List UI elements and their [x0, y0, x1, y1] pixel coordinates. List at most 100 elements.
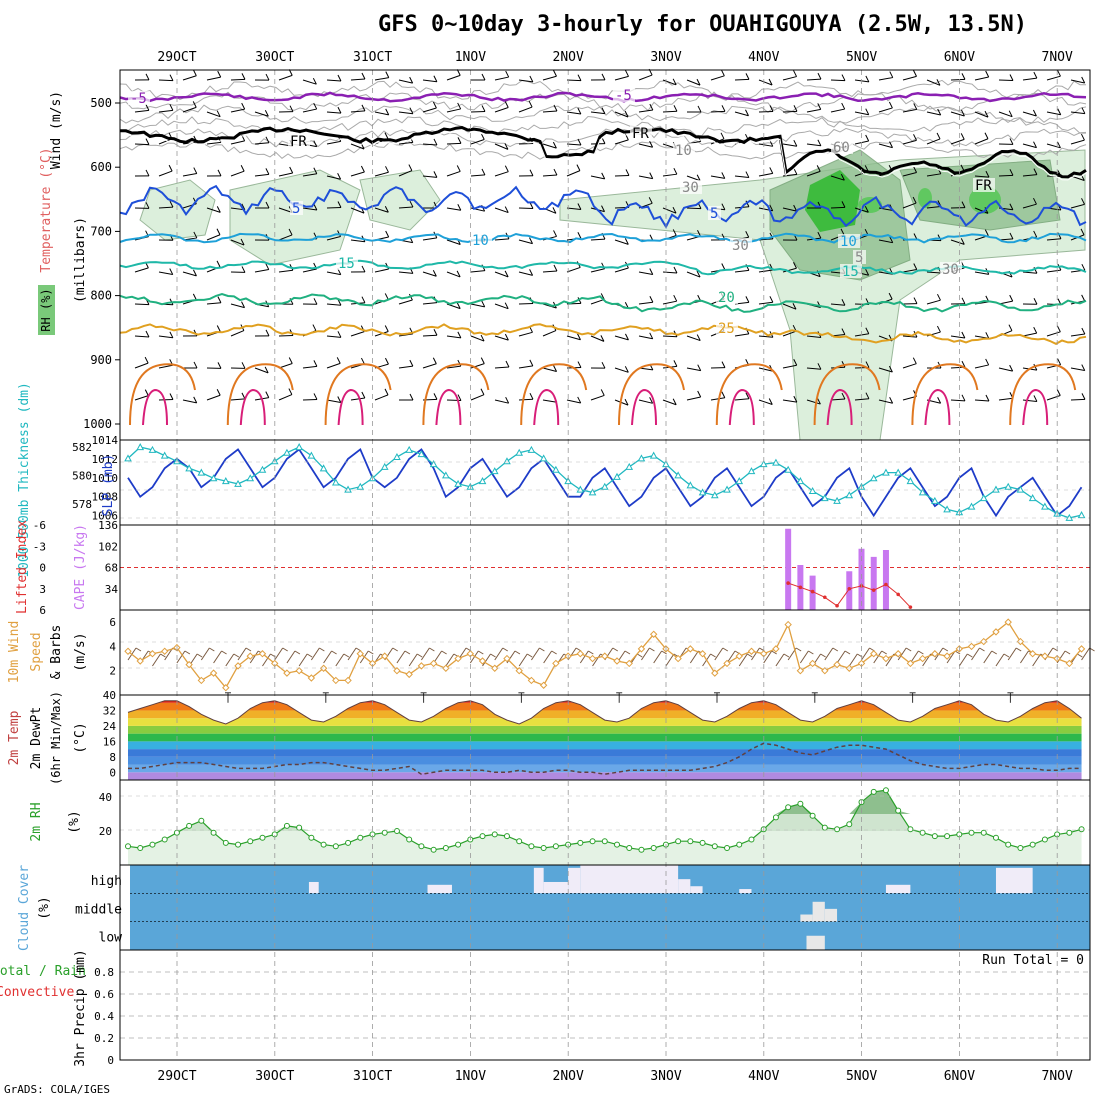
wind-barb [662, 300, 677, 305]
wind10m-barb [200, 647, 210, 661]
wind-barb [782, 399, 797, 403]
wind-barb-flag [504, 165, 509, 172]
wind10m-barb [848, 653, 858, 667]
rh2m-point [1017, 845, 1024, 851]
rh2m-point [186, 822, 193, 829]
contour-label-bg [128, 91, 150, 105]
contour-label: 15 [842, 264, 859, 280]
contour-label: 60 [833, 140, 850, 156]
wind-barb [134, 335, 150, 338]
wind-barb [734, 398, 749, 401]
wind10m-barb [751, 647, 760, 661]
wind-barb-flag [145, 202, 150, 209]
wind-barb-flag [529, 237, 533, 244]
wind10m-point [711, 669, 719, 677]
wind-barb [758, 238, 773, 241]
contour-label: FR [290, 134, 307, 150]
wind-barb-flag [1081, 198, 1085, 205]
wind-barb [686, 175, 701, 182]
thickness-point [503, 457, 511, 465]
wind-barb-flag [217, 296, 222, 303]
wind10m-barb [579, 650, 589, 664]
wind-barb [230, 140, 245, 145]
wind-barb-flag [529, 169, 534, 176]
thickness-point [552, 465, 560, 473]
cape-tick-label: 68 [105, 562, 118, 575]
wind-barb [638, 74, 653, 81]
wind-barb-flag [769, 204, 774, 212]
wind-barb-flag [217, 70, 222, 78]
wind-barb-flag [216, 325, 221, 332]
thickness-point [906, 477, 915, 485]
cloud-level-label: high [91, 874, 122, 889]
ylabel-thickness: 1000-500mb Thickness (dm) [17, 382, 32, 578]
wind-barb-flag [745, 171, 750, 178]
wind-barb [206, 207, 221, 213]
wind-barb-flag [504, 143, 509, 150]
wind-barb [902, 108, 917, 113]
ylabel-millibars: (millibars) [73, 217, 88, 303]
wind10m-point [931, 650, 939, 658]
wind10m-point [258, 650, 267, 658]
wind-barb [782, 207, 797, 212]
wind10m-point [870, 650, 878, 658]
wind-barb [134, 303, 150, 306]
pressure-tick-label: 1000 [83, 417, 112, 431]
thickness-point [967, 502, 976, 510]
wind10m-barb [1056, 650, 1066, 664]
wind-barb-flag [241, 266, 246, 273]
temp-contour-30 [618, 363, 685, 426]
li-point [908, 605, 913, 609]
wind-barb-flag [265, 391, 270, 398]
thickness-point [625, 462, 634, 470]
wind-barb-flag [289, 166, 294, 174]
wind-barb [950, 111, 965, 117]
wind-barb [590, 335, 605, 342]
wind10m-barb-flag [514, 650, 521, 655]
wind10m-point [980, 637, 988, 646]
cloud-clear-span [800, 914, 813, 922]
wind-barb-flag [865, 75, 870, 83]
wind-barb [878, 239, 893, 244]
wind-barb [350, 207, 365, 214]
wind10m-barb-flag [918, 650, 924, 655]
wind-barb [326, 335, 341, 338]
rh2m-point [418, 843, 425, 850]
thickness-point [1041, 502, 1049, 510]
precip-tick-label: 0 [107, 1054, 114, 1067]
wind-barb [350, 78, 366, 81]
rh2m-point [320, 841, 327, 848]
wind-barb-flag [817, 231, 822, 239]
wind-barb [1022, 203, 1037, 209]
wind-barb-flag [913, 103, 918, 110]
wind-barb-flag [456, 270, 461, 278]
wind-barb-flag [1081, 294, 1086, 302]
wind-barb-flag [169, 331, 174, 339]
rh-contour [119, 127, 1087, 148]
wind-barb-flag [721, 361, 726, 368]
wind-barb [398, 111, 413, 115]
rh2m-point [724, 845, 731, 851]
wind-barb-flag [888, 365, 893, 373]
rh2m-point [687, 838, 694, 845]
wind10m-barb [909, 650, 919, 664]
wind-barb [686, 396, 701, 401]
wind-barb-flag [912, 357, 917, 364]
wind-barb [638, 335, 653, 340]
footer-credit: GrADS: COLA/IGES [4, 1083, 110, 1096]
wind-barb [158, 271, 173, 276]
wind-barb-flag [721, 391, 726, 399]
wind10m-point [417, 662, 426, 670]
wind10m-barb [836, 650, 846, 664]
wind10m-barb [420, 647, 430, 661]
thickness-point [869, 474, 878, 482]
wind10m-point [246, 652, 254, 660]
wind10m-point [209, 669, 218, 677]
wind-barb [1046, 111, 1061, 116]
rh2m-tick-label: 40 [99, 791, 112, 804]
wind-barb-flag [457, 102, 462, 110]
cloud-clear-span [678, 879, 691, 894]
wind10m-barb-flag [502, 647, 509, 652]
rh2m-point [1029, 841, 1036, 848]
contour-label-bg [730, 238, 752, 252]
